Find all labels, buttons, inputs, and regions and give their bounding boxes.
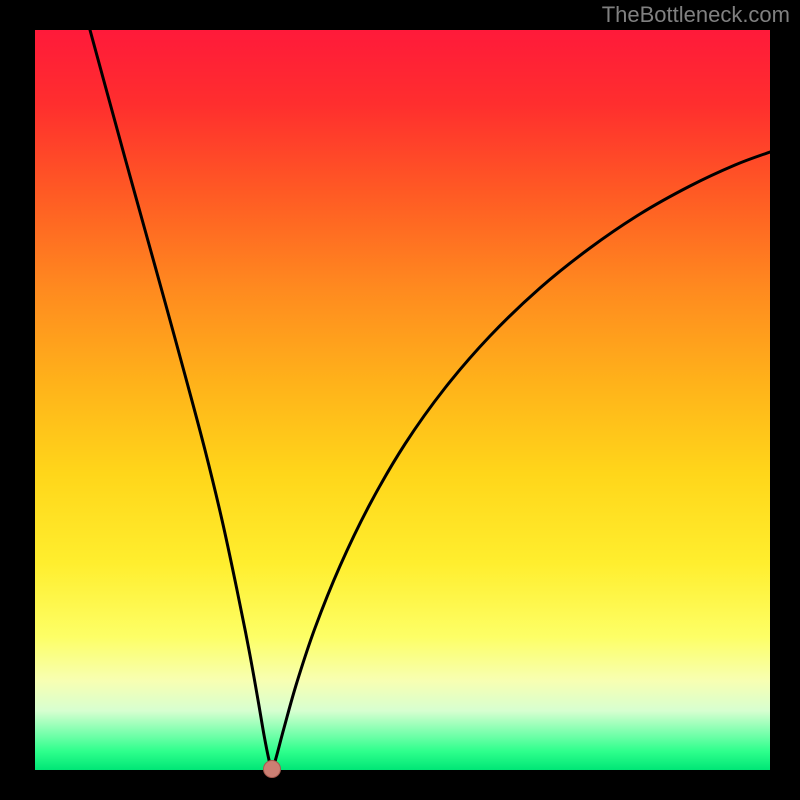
watermark-text: TheBottleneck.com [602,2,790,28]
chart-container: TheBottleneck.com [0,0,800,800]
plot-area [35,30,770,770]
optimum-marker [263,760,281,778]
bottleneck-curve [35,30,770,770]
